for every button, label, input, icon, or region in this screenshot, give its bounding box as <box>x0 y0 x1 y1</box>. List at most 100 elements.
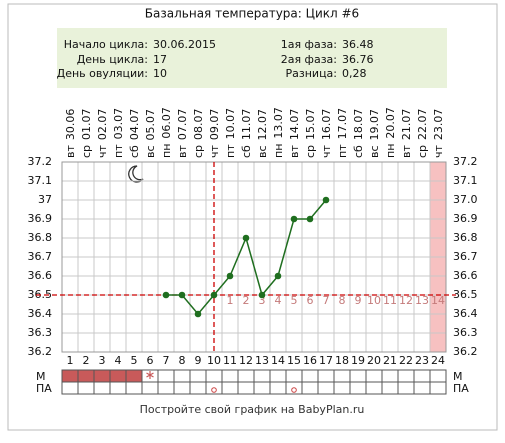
x-tick-label: 6 <box>147 354 154 367</box>
weekday: сб <box>240 145 253 158</box>
x-tick-label: 10 <box>207 354 221 367</box>
temperature-point <box>162 291 170 299</box>
column-header: ср 22.07 <box>416 108 429 158</box>
column-header: вт 21.07 <box>400 109 413 158</box>
y-tick-label: 36.4 <box>28 307 53 320</box>
x-tick-label: 17 <box>319 354 333 367</box>
weekday: вт <box>400 145 413 158</box>
x-tick-label: 24 <box>431 354 445 367</box>
column-header: чт 23.07 <box>432 109 445 158</box>
phase-day-label: 8 <box>339 294 346 307</box>
phase-day-label: 4 <box>275 294 282 307</box>
info-value: 17 <box>153 53 167 66</box>
y2-tick-label: 36.9 <box>453 212 478 225</box>
weekday: ср <box>192 145 205 158</box>
column-header: чт 09.07 <box>208 109 221 158</box>
column-header: чт 02.07 <box>96 109 109 158</box>
x-tick-label: 12 <box>239 354 253 367</box>
weekday: вт <box>64 145 77 158</box>
y-tick-label: 36.8 <box>28 231 53 244</box>
temperature-point <box>274 272 282 280</box>
row-label: М <box>453 370 463 383</box>
date: 14.07 <box>288 109 301 141</box>
column-header: вс 12.07 <box>256 109 269 158</box>
phase-day-label: 10 <box>367 294 381 307</box>
y-tick-label: 36.2 <box>28 345 53 358</box>
column-header: вт 14.07 <box>288 109 301 158</box>
footer: Постройте свой график на BabyPlan.ru <box>140 403 365 416</box>
temperature-point <box>194 310 202 318</box>
phase-day-label: 5 <box>291 294 298 307</box>
y-tick-label: 37 <box>38 193 52 206</box>
row-label: ПА <box>36 382 52 395</box>
y2-tick-label: 36.4 <box>453 307 478 320</box>
x-tick-label: 4 <box>115 354 122 367</box>
x-tick-label: 22 <box>399 354 413 367</box>
temperature-point <box>242 234 250 242</box>
date: 01.07 <box>80 108 93 140</box>
x-tick-label: 15 <box>287 354 301 367</box>
phase-day-label: 1 <box>227 294 234 307</box>
info-value: 30.06.2015 <box>153 38 216 51</box>
column-header: чт 16.07 <box>320 109 333 158</box>
phase-day-label: 13 <box>415 294 429 307</box>
column-header: ср 01.07 <box>80 108 93 158</box>
phase-day-label: 9 <box>355 294 362 307</box>
column-header: сб 18.07 <box>352 109 365 158</box>
column-header: ср 08.07 <box>192 108 205 158</box>
column-header: вт 30.06 <box>64 109 77 158</box>
phase-day-label: 2 <box>243 294 250 307</box>
info-label: День цикла: <box>77 53 148 66</box>
info-label: 1ая фаза: <box>281 38 337 51</box>
x-tick-label: 23 <box>415 354 429 367</box>
info-value: 0,28 <box>342 67 367 80</box>
date: 06.07 <box>160 107 173 139</box>
date: 17.07 <box>336 108 349 140</box>
column-header: сб 11.07 <box>240 109 253 158</box>
y-tick-label: 36.9 <box>28 212 53 225</box>
weekday: пт <box>224 144 237 158</box>
date: 21.07 <box>400 109 413 141</box>
y2-tick-label: 37.2 <box>453 155 478 168</box>
date: 13.07 <box>272 107 285 139</box>
menstruation-cell <box>126 370 142 382</box>
phase-day-label: 12 <box>399 294 413 307</box>
y-tick-label: 37.2 <box>28 155 53 168</box>
date: 15.07 <box>304 108 317 140</box>
y2-tick-label: 36.7 <box>453 250 478 263</box>
date: 23.07 <box>432 109 445 141</box>
date: 03.07 <box>112 108 125 140</box>
temperature-point <box>306 215 314 223</box>
x-tick-label: 18 <box>335 354 349 367</box>
weekday: вс <box>368 145 381 158</box>
y2-tick-label: 36.2 <box>453 345 478 358</box>
x-tick-label: 9 <box>195 354 202 367</box>
weekday: пт <box>336 144 349 158</box>
temperature-point <box>258 291 266 299</box>
weekday: пн <box>272 144 285 158</box>
x-tick-label: 1 <box>67 354 74 367</box>
weekday: ср <box>80 145 93 158</box>
y2-tick-label: 37.0 <box>453 193 478 206</box>
weekday: вс <box>256 145 269 158</box>
date: 02.07 <box>96 109 109 141</box>
weekday: чт <box>96 145 109 158</box>
row-label: ПА <box>453 382 469 395</box>
date: 18.07 <box>352 109 365 141</box>
column-header: пн 06.07 <box>160 107 173 158</box>
weekday: вт <box>176 145 189 158</box>
column-header: пн 20.07 <box>384 107 397 158</box>
y2-tick-label: 36.6 <box>453 269 478 282</box>
menstruation-cell <box>110 370 126 382</box>
column-header: пт 17.07 <box>336 108 349 158</box>
date: 22.07 <box>416 108 429 140</box>
weekday: вт <box>288 145 301 158</box>
weekday: сб <box>352 145 365 158</box>
phase-day-label: 3 <box>259 294 266 307</box>
weekday: чт <box>208 145 221 158</box>
plot-border <box>61 161 447 353</box>
y2-tick-label: 36.3 <box>453 326 478 339</box>
intercourse-mark <box>211 387 217 393</box>
phase-day-label: 7 <box>323 294 330 307</box>
